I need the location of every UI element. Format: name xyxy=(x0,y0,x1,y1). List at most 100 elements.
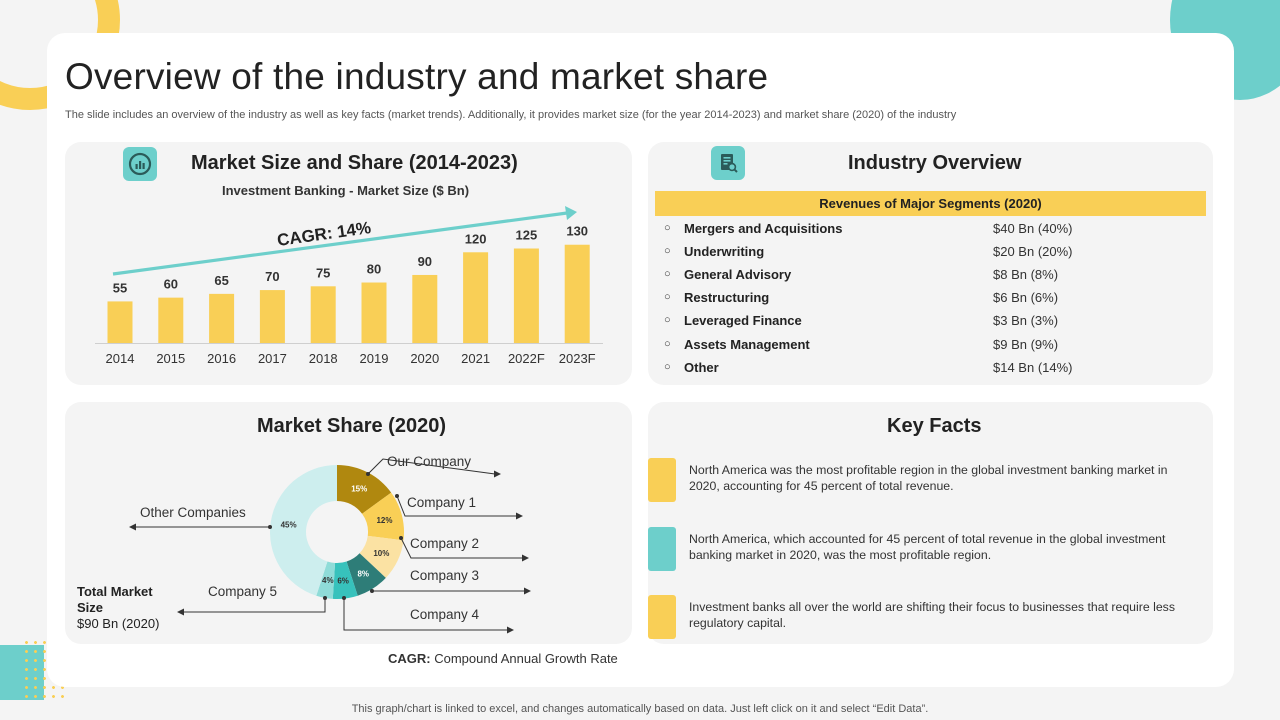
bar xyxy=(564,244,590,343)
segment-name: Underwriting xyxy=(684,244,765,260)
donut-slice xyxy=(316,561,336,599)
bar xyxy=(412,274,438,343)
slice-value-label: 6% xyxy=(337,577,349,586)
x-tick-label: 2022F xyxy=(508,351,545,366)
x-tick-label: 2023F xyxy=(559,351,596,366)
segment-value: $40 Bn (40%) xyxy=(993,221,1073,236)
market-size-bar-chart: 55 2014 60 2015 65 2016 70 2017 75 2018 80 2019 90 20… xyxy=(95,206,603,366)
fact-color-bar xyxy=(648,595,676,639)
segment-name: Other xyxy=(684,359,719,375)
fact-text: North America was the most profitable re… xyxy=(689,463,1168,493)
bar-value-label: 125 xyxy=(516,228,538,243)
industry-overview-title: Industry Overview xyxy=(848,152,1022,174)
segment-name: Restructuring xyxy=(684,290,770,306)
segment-row: ○ Underwriting $20 Bn (20%) xyxy=(664,244,1084,262)
arrow-head-icon xyxy=(494,470,501,478)
cagr-footnote-text: Compound Annual Growth Rate xyxy=(434,651,618,666)
slice-category-label: Our Company xyxy=(387,454,471,469)
bar-chart-title: Investment Banking - Market Size ($ Bn) xyxy=(222,183,470,198)
arrow-head-icon xyxy=(177,608,184,616)
x-tick-label: 2016 xyxy=(207,351,236,366)
bar xyxy=(513,248,539,343)
cagr-trend-arrow xyxy=(112,211,568,276)
key-fact-item: Investment banks all over the world are … xyxy=(648,595,1208,639)
slice-category-label: Company 4 xyxy=(410,607,480,622)
key-fact-item: North America was the most profitable re… xyxy=(648,458,1208,502)
leader-line xyxy=(396,495,517,517)
leader-dot xyxy=(366,472,370,476)
footer-note: This graph/chart is linked to excel, and… xyxy=(351,703,929,715)
slice-value-label: 4% xyxy=(322,576,334,585)
cagr-footnote-label: CAGR: xyxy=(388,651,431,666)
document-search-icon xyxy=(711,146,745,180)
leader-dot xyxy=(370,589,374,593)
segment-row: ○ Leveraged Finance $3 Bn (3%) xyxy=(664,313,1084,331)
donut-slice xyxy=(337,465,392,514)
bar xyxy=(259,290,285,343)
bar-value-label: 90 xyxy=(418,254,432,269)
bullet-icon: ○ xyxy=(664,360,671,373)
segments-table-header: Revenues of Major Segments (2020) xyxy=(655,191,1206,216)
leader-dot xyxy=(399,536,403,540)
arrow-head-icon xyxy=(565,206,577,220)
segment-value: $6 Bn (6%) xyxy=(993,290,1059,306)
donut-slice xyxy=(332,561,358,599)
bar-value-label: 130 xyxy=(566,224,588,239)
x-tick-label: 2020 xyxy=(410,351,439,366)
donut-slice xyxy=(346,553,386,596)
arrow-head-icon xyxy=(524,587,531,595)
donut-slice xyxy=(270,465,337,596)
slice-value-label: 8% xyxy=(357,569,369,578)
x-tick-label: 2015 xyxy=(156,351,185,366)
fact-text: Investment banks all over the world are … xyxy=(689,600,1175,630)
x-tick-label: 2017 xyxy=(258,351,287,366)
total-market-size-label: Total Market Size xyxy=(77,584,153,615)
segment-row: ○ Other $14 Bn (14%) xyxy=(664,360,1084,378)
bullet-icon: ○ xyxy=(664,314,671,327)
leader-line xyxy=(400,537,523,559)
bar-value-label: 65 xyxy=(214,273,228,288)
fact-text: North America, which accounted for 45 pe… xyxy=(689,532,1166,562)
bar-value-label: 55 xyxy=(113,280,127,295)
market-share-donut-chart: 15% 12% 10% 8% 6%4% 45% Our Company Company 1 Co… xyxy=(129,454,531,634)
segment-value: $3 Bn (3%) xyxy=(993,313,1059,329)
slice-value-label: 10% xyxy=(373,549,389,558)
gauge-chart-icon xyxy=(123,147,157,181)
segment-value: $9 Bn (9%) xyxy=(993,336,1059,352)
slice-category-label: Company 3 xyxy=(410,568,479,583)
slice-category-label: Company 1 xyxy=(407,495,476,510)
page-title: Overview of the industry and market shar… xyxy=(65,56,769,97)
bar xyxy=(158,297,184,343)
bar-value-label: 60 xyxy=(164,277,178,292)
arrow-head-icon xyxy=(507,626,514,634)
arrow-head-icon xyxy=(522,554,529,562)
market-share-panel xyxy=(65,402,632,644)
x-tick-label: 2014 xyxy=(106,351,135,366)
key-facts-panel xyxy=(648,402,1213,644)
bar-value-label: 80 xyxy=(367,262,381,277)
market-size-title: Market Size and Share (2014-2023) xyxy=(191,152,518,174)
segment-row: ○ Assets Management $9 Bn (9%) xyxy=(664,337,1084,355)
slice-category-label: Company 5 xyxy=(208,584,277,599)
fact-color-bar xyxy=(648,458,676,502)
cagr-footnote: CAGR: Compound Annual Growth Rate xyxy=(388,651,618,666)
leader-dot xyxy=(323,596,327,600)
bullet-icon: ○ xyxy=(664,245,671,258)
segment-name: Assets Management xyxy=(684,336,810,352)
bar-value-label: 120 xyxy=(465,231,487,246)
segment-row: ○ Mergers and Acquisitions $40 Bn (40%) xyxy=(664,221,1084,239)
segment-value: $8 Bn (8%) xyxy=(993,267,1059,283)
leader-line xyxy=(183,598,326,613)
page-subtitle: The slide includes an overview of the in… xyxy=(65,109,957,121)
bullet-icon: ○ xyxy=(664,268,671,281)
slice-category-label: Company 2 xyxy=(410,536,479,551)
market-share-title: Market Share (2020) xyxy=(257,415,446,437)
segment-row: ○ Restructuring $6 Bn (6%) xyxy=(664,290,1084,308)
fact-color-bar xyxy=(648,527,676,571)
leader-dot xyxy=(395,494,399,498)
leader-dot xyxy=(342,596,346,600)
segment-name: General Advisory xyxy=(684,267,792,283)
bar xyxy=(463,252,489,343)
bullet-icon: ○ xyxy=(664,291,671,304)
segment-name: Leveraged Finance xyxy=(684,313,802,329)
